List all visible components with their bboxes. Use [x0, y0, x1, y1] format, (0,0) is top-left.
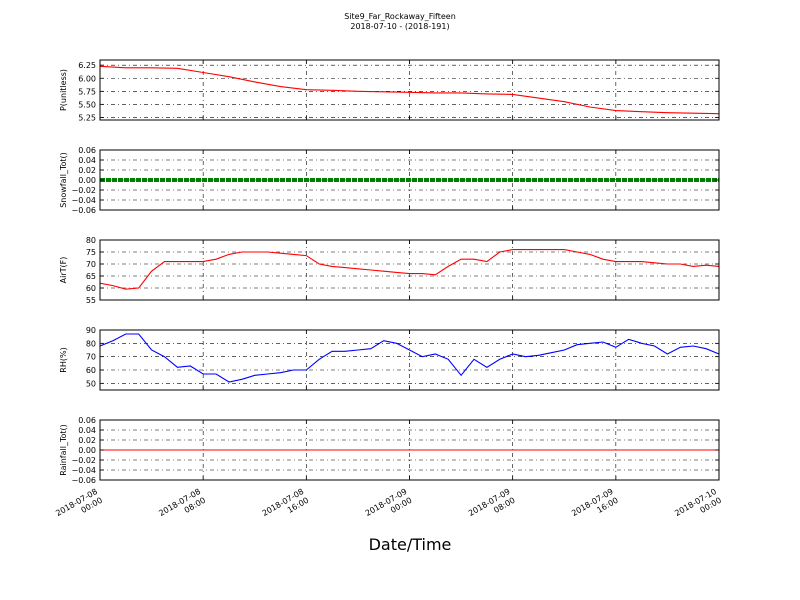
y-tick-label: 0.00 [78, 446, 96, 455]
x-tick-label: 2018-07-0916:00 [570, 487, 620, 527]
y-tick-label: 50 [86, 379, 96, 388]
y-tick-label: 6.00 [78, 74, 96, 83]
subplot-area: 5.255.505.756.006.25P(unitless)−0.06−0.0… [59, 59, 720, 485]
y-tick-label: 60 [86, 284, 96, 293]
series-line [99, 249, 720, 290]
y-tick-label: 0.04 [78, 156, 96, 165]
subplot-4: 50 60 70 80 90 RH(%) [59, 326, 720, 391]
x-tick-label: 2018-07-1000:00 [673, 487, 723, 527]
y-tick-label: 0.06 [78, 416, 96, 425]
y-tick-label: 70 [86, 353, 96, 362]
y-tick-label: −0.04 [71, 196, 96, 205]
y-axis-label: AirT(F) [59, 257, 68, 284]
y-tick-label: −0.02 [71, 456, 96, 465]
y-tick-label: 0.02 [78, 436, 96, 445]
y-axis-label: RH(%) [59, 347, 68, 372]
y-tick-label: 0.06 [78, 146, 96, 155]
y-tick-label: 5.75 [78, 87, 96, 96]
x-axis-label: Date/Time [369, 535, 452, 554]
y-tick-label: 6.25 [78, 61, 96, 70]
x-tick-label: 2018-07-0816:00 [261, 487, 311, 527]
y-tick-label: 60 [86, 366, 96, 375]
x-tick-labels: 2018-07-0800:00 2018-07-0808:00 2018-07-08… [54, 487, 723, 527]
y-tick-label: 55 [86, 296, 96, 305]
series-line [99, 333, 720, 383]
y-tick-label: 90 [86, 326, 96, 335]
y-tick-label: 0.00 [78, 176, 96, 185]
subplot-1: 5.25 5.50 5.75 6.00 6.25 P(unitless) [59, 59, 720, 122]
x-tick-label: 2018-07-0808:00 [157, 487, 207, 527]
y-tick-label: −0.06 [71, 206, 96, 215]
x-tick-label: 2018-07-0800:00 [54, 487, 104, 527]
chart-subtitle: 2018-07-10 - (2018-191) [350, 22, 449, 31]
y-tick-label: 5.50 [78, 100, 96, 109]
y-tick-label: 80 [86, 339, 96, 348]
chart-title: Site9_Far_Rockaway_Fifteen [344, 12, 456, 21]
y-axis-label: Snowfall_Tot() [59, 152, 68, 208]
y-tick-label: −0.04 [71, 466, 96, 475]
y-tick-label: −0.02 [71, 186, 96, 195]
y-axis-label: P(unitless) [59, 69, 68, 111]
y-tick-label: −0.06 [71, 476, 96, 485]
y-tick-label: 65 [86, 272, 96, 281]
subplot-3: 55 60 65 70 75 80 AirT(F) [59, 236, 720, 305]
x-tick-label: 2018-07-0908:00 [467, 487, 517, 527]
y-tick-label: 80 [86, 236, 96, 245]
y-tick-label: 0.02 [78, 166, 96, 175]
series-line [99, 65, 720, 115]
y-tick-label: 75 [86, 248, 96, 257]
y-axis-label: Rainfall_Tot() [59, 424, 68, 476]
subplot-5: −0.06−0.04−0.020.000.020.040.06 Rainfall_… [59, 416, 720, 485]
subplot-2: −0.06−0.04−0.020.000.020.040.06 Snowfall_… [59, 146, 720, 215]
y-tick-label: 5.25 [78, 113, 96, 122]
x-tick-label: 2018-07-0900:00 [364, 487, 414, 527]
y-tick-label: 0.04 [78, 426, 96, 435]
y-tick-label: 70 [86, 260, 96, 269]
